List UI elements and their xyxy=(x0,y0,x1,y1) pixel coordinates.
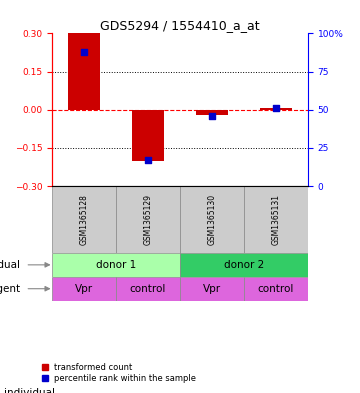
Text: individual: individual xyxy=(0,260,20,270)
Text: donor 1: donor 1 xyxy=(96,260,136,270)
Bar xyxy=(196,110,228,115)
Point xyxy=(81,49,87,55)
Point xyxy=(209,113,215,119)
Text: GSM1365130: GSM1365130 xyxy=(207,194,216,245)
Bar xyxy=(116,277,180,301)
Legend: transformed count, percentile rank within the sample: transformed count, percentile rank withi… xyxy=(40,361,198,385)
Point xyxy=(273,105,279,111)
Bar xyxy=(260,108,292,110)
Bar xyxy=(244,277,308,301)
Bar xyxy=(68,33,100,110)
Bar xyxy=(52,277,116,301)
Bar xyxy=(244,186,308,253)
Bar xyxy=(52,253,180,277)
Text: agent: agent xyxy=(0,284,20,294)
Bar xyxy=(52,186,116,253)
Text: GSM1365129: GSM1365129 xyxy=(144,194,153,245)
Text: GSM1365131: GSM1365131 xyxy=(271,194,280,245)
Bar xyxy=(180,253,308,277)
Text: control: control xyxy=(258,284,294,294)
Text: Vpr: Vpr xyxy=(75,284,93,294)
Title: GDS5294 / 1554410_a_at: GDS5294 / 1554410_a_at xyxy=(100,19,260,32)
Text: control: control xyxy=(130,284,166,294)
Text: donor 2: donor 2 xyxy=(224,260,264,270)
Bar xyxy=(180,277,244,301)
Bar xyxy=(132,110,164,161)
Text: GSM1365128: GSM1365128 xyxy=(80,194,89,245)
Point xyxy=(145,157,151,163)
Text: individual: individual xyxy=(4,388,55,393)
Bar xyxy=(180,186,244,253)
Text: Vpr: Vpr xyxy=(203,284,221,294)
Bar xyxy=(116,186,180,253)
